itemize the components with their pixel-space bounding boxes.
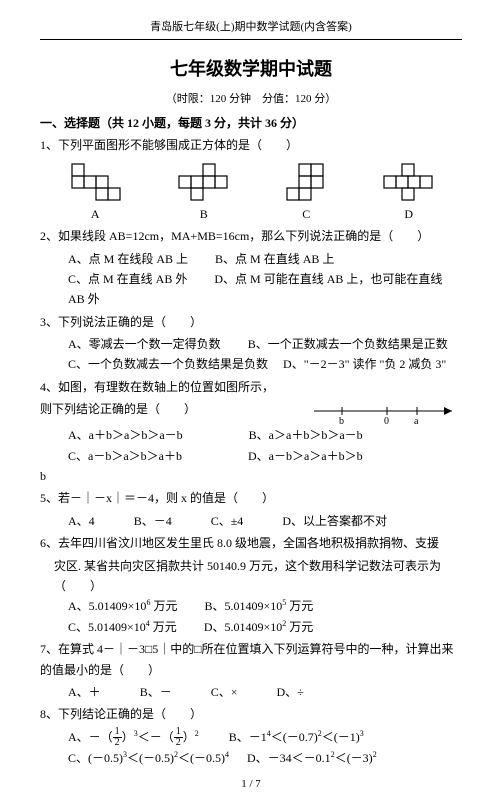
q8-opt-d: D、－34＜－0.12＜(－3)2: [247, 751, 377, 765]
section-a-head: 一、选择题（共 12 小题，每题 3 分，共计 36 分）: [40, 116, 304, 130]
q8-text: 8、下列结论正确的是（ ）: [40, 704, 462, 724]
q4-text-b: 则下列结论正确的是（ ）: [40, 399, 312, 425]
page: 青岛版七年级(上)期中数学试题(内含答案) 七年级数学期中试题 （时限：120 …: [0, 0, 502, 804]
q7-opt-a: A、＋: [68, 685, 101, 699]
cube-net-b: [175, 162, 233, 202]
q6-text-b: 灾区. 某省共向灾区捐款共计 50140.9 万元，这个数用科学记数法可表示为（…: [40, 556, 462, 597]
q2-opt-a: A、点 M 在线段 AB 上: [68, 252, 188, 266]
header-line: 青岛版七年级(上)期中数学试题(内含答案): [40, 18, 462, 40]
q3-opt-a: A、零减去一个数一定得负数: [68, 337, 221, 351]
q5-opt-c: C、±4: [211, 514, 244, 528]
svg-text:0: 0: [384, 416, 389, 425]
label-a: A: [64, 204, 126, 224]
q6-opt-a: A、5.01409×106 万元: [68, 599, 177, 613]
q5-opt-b: B、－4: [134, 514, 172, 528]
q6-text-a: 6、去年四川省汶川地区发生里氏 8.0 级地震，全国各地积极捐款捐物、支援: [40, 533, 462, 553]
svg-text:b: b: [339, 416, 344, 425]
q6-opt-c: C、5.01409×104 万元: [68, 620, 177, 634]
q3-opt-d: D、"－2－3" 读作 "负 2 减负 3": [283, 357, 446, 371]
label-d: D: [380, 204, 438, 224]
q7-text: 7、在算式 4－｜－3□5｜中的□所在位置填入下列运算符号中的一种，计算出来的值…: [40, 639, 462, 680]
q1-text: 1、下列平面图形不能够围成正方体的是（ ）: [40, 135, 462, 155]
subtitle: （时限：120 分钟 分值：120 分）: [40, 90, 462, 109]
cube-net-a: [64, 162, 126, 202]
q4-opt-b: B、a＞a＋b＞b＞a－b: [249, 428, 363, 442]
q7-opt-c: C、×: [211, 685, 238, 699]
q3-opt-b: B、一个正数减去一个负数结果是正数: [248, 337, 448, 351]
q7-opt-b: B、－: [140, 685, 172, 699]
q2-text: 2、如果线段 AB=12cm，MA+MB=16cm，那么下列说法正确的是（ ）: [40, 226, 462, 246]
cube-nets-row: A B: [40, 162, 462, 224]
page-number: 1 / 7: [40, 775, 462, 794]
q5-opt-a: A、4: [68, 514, 95, 528]
cube-net-d: [380, 162, 438, 202]
q7-opt-d: D、÷: [277, 685, 304, 699]
number-line-icon: b 0 a: [312, 399, 462, 425]
q6-opt-b: B、5.01409×105 万元: [204, 599, 313, 613]
q4-opt-d: D、a－b＞a＞a＋b＞b: [248, 449, 363, 463]
stray-b: b: [40, 466, 462, 486]
q4-text-a: 4、如图，有理数在数轴上的位置如图所示，: [40, 377, 462, 397]
cube-net-c: [281, 162, 331, 202]
q4-opt-a: A、a＋b＞a＞b＞a－b: [68, 428, 183, 442]
q2-opt-c: C、点 M 在直线 AB 外: [68, 272, 187, 286]
q8-opt-a: A、－（12）3＜－（12）2: [68, 730, 202, 744]
page-title: 七年级数学期中试题: [40, 54, 462, 85]
q3-text: 3、下列说法正确的是（ ）: [40, 312, 462, 332]
q5-text: 5、若－｜－x｜＝－4，则 x 的值是（ ）: [40, 488, 462, 508]
svg-text:a: a: [414, 416, 419, 425]
q8-opt-c: C、(－0.5)3＜(－0.5)2＜(－0.5)4: [68, 751, 232, 765]
label-c: C: [281, 204, 331, 224]
q3-opt-c: C、一个负数减去一个负数结果是负数: [68, 357, 268, 371]
q5-opt-d: D、以上答案都不对: [282, 514, 387, 528]
label-b: B: [175, 204, 233, 224]
q4-opt-c: C、a－b＞a＞b＞a＋b: [68, 449, 182, 463]
q2-opt-b: B、点 M 在直线 AB 上: [215, 252, 334, 266]
q8-opt-b: B、－14＜(－0.7)2＜(－1)3: [229, 730, 364, 744]
q6-opt-d: D、5.01409×102 万元: [204, 620, 313, 634]
